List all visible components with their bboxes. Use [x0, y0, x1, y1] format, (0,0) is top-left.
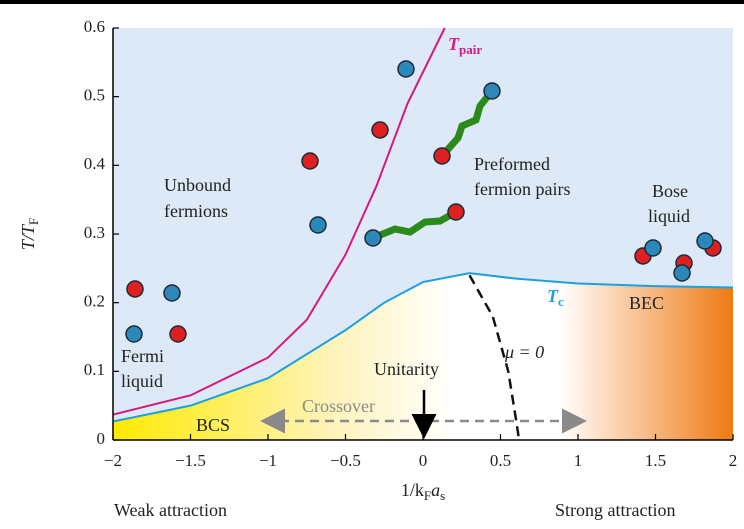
x-label-sub: s	[440, 488, 445, 503]
x-tick-label: −2	[104, 451, 122, 470]
y-tick-label: 0.1	[84, 360, 105, 379]
top-border	[0, 0, 744, 4]
annotation: BEC	[629, 293, 664, 313]
annotation: Fermi	[121, 346, 164, 366]
x-tick-label: 1.5	[645, 451, 666, 470]
y-axis-label: T/TF	[18, 218, 41, 250]
fermion	[302, 153, 318, 169]
y-tick-label: 0	[97, 429, 106, 448]
curve-label-sub: pair	[459, 42, 482, 57]
annotation: Strong attraction	[555, 500, 675, 520]
fermion	[484, 83, 500, 99]
fermion	[310, 217, 326, 233]
y-tick-label: 0.4	[84, 154, 106, 173]
annotation: liquid	[648, 206, 690, 226]
fermion	[170, 326, 186, 342]
y-label-main: T/T	[18, 223, 38, 250]
x-tick-label: −0.5	[330, 451, 361, 470]
fermion	[674, 265, 690, 281]
annotation: Preformed	[474, 154, 550, 174]
y-tick-label: 0.6	[84, 17, 105, 36]
x-label-sub: F	[424, 488, 431, 503]
x-tick-label: −1	[259, 451, 277, 470]
annotation: Unitarity	[374, 359, 439, 379]
annotation: Weak attraction	[114, 500, 227, 520]
y-tick-label: 0.5	[84, 86, 105, 105]
fermion	[697, 233, 713, 249]
x-label-part: 1/k	[401, 480, 424, 500]
annotation: Bose	[652, 181, 688, 201]
fermion	[164, 285, 180, 301]
annotation: fermions	[164, 201, 228, 221]
fermion	[126, 326, 142, 342]
fermion	[372, 122, 388, 138]
annotation: Unbound	[164, 175, 231, 195]
x-label-part: a	[431, 480, 440, 500]
annotation: fermion pairs	[474, 179, 570, 199]
curve-label: μ = 0	[504, 342, 544, 362]
x-axis-label: 1/kFas	[401, 480, 445, 503]
fermion	[398, 61, 414, 77]
fermion	[645, 240, 661, 256]
y-tick-label: 0.2	[84, 292, 105, 311]
chart: Unbound fermions Preformed fermion pairs…	[0, 0, 744, 529]
fermion	[365, 230, 381, 246]
fermion	[434, 148, 450, 164]
x-tick-label: 1	[574, 451, 583, 470]
x-tick-label: 2	[729, 451, 738, 470]
annotation: Crossover	[302, 396, 375, 416]
annotation: BCS	[196, 415, 230, 435]
curve-label-main: μ = 0	[504, 342, 544, 362]
x-tick-label: 0	[419, 451, 428, 470]
fermion	[127, 281, 143, 297]
annotation: liquid	[121, 371, 163, 391]
curve-label-sub: c	[558, 294, 564, 309]
x-tick-label: −1.5	[175, 451, 206, 470]
x-tick-label: 0.5	[490, 451, 511, 470]
y-tick-label: 0.3	[84, 223, 105, 242]
y-label-sub: F	[26, 218, 41, 225]
fermion	[448, 204, 464, 220]
